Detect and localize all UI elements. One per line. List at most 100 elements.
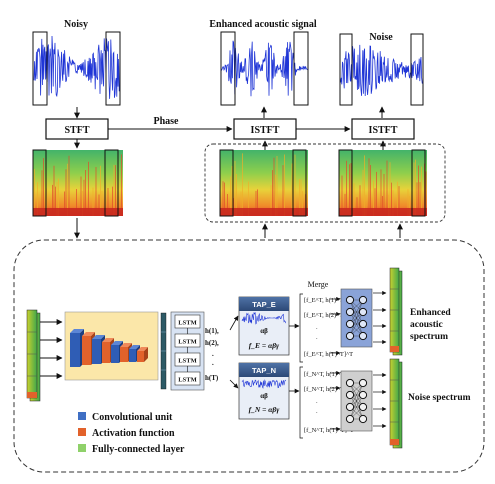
svg-text:.: . [212, 350, 214, 358]
fc-node [345, 414, 355, 424]
lstm-cell: LSTM [174, 371, 201, 386]
tap-n-title: TAP_N [252, 366, 276, 375]
svg-text:h(2),: h(2), [205, 339, 219, 347]
enhanced-spectrogram [219, 149, 308, 217]
fc-node [345, 319, 355, 329]
svg-text:LSTM: LSTM [178, 339, 196, 346]
stft-block: STFT [45, 118, 109, 140]
svg-text:LSTM: LSTM [178, 358, 196, 365]
noisy-spectrogram [32, 149, 123, 217]
fc-node [345, 378, 355, 388]
svg-text:[f_N^T, h(2)^T]^T: [f_N^T, h(2)^T]^T [304, 386, 353, 393]
cnn-panel [64, 311, 159, 381]
fc-node [345, 295, 355, 305]
conv-unit [92, 339, 101, 364]
tap-e-formula: f_E = αβγ [249, 341, 280, 350]
lstm-cell: LSTM [174, 352, 201, 367]
legend: Convolutional unit Activation function F… [78, 412, 185, 455]
svg-text:LSTM: LSTM [178, 320, 196, 327]
svg-text:acoustic: acoustic [410, 320, 443, 330]
svg-text:.: . [316, 398, 318, 405]
enhanced-signal-title: Enhanced acoustic signal [209, 19, 316, 30]
phase-connector: Phase [108, 116, 351, 132]
svg-text:Convolutional unit: Convolutional unit [92, 412, 173, 423]
merge-to-fc-arrows [330, 296, 341, 432]
noisy-waveform [32, 31, 121, 106]
fc-node [358, 331, 368, 341]
enhanced-spectrum-label: Enhanced acoustic spectrum [410, 308, 451, 342]
tap-e-block: TAP_E αβ f_E = αβγ [238, 296, 290, 356]
fc-node [358, 295, 368, 305]
fc-node [358, 402, 368, 412]
input-spectrum-strip [26, 309, 41, 402]
input-arrows [40, 319, 63, 379]
enhanced-output-strip [389, 267, 403, 356]
svg-text:[f_E^T, h(1)^T]^T: [f_E^T, h(1)^T]^T [304, 297, 352, 304]
fc-node [358, 390, 368, 400]
lstm-cell: LSTM [174, 333, 201, 348]
istft-enhanced-block: ISTFT [233, 118, 297, 140]
noise-title: Noise [369, 32, 393, 43]
svg-text:.: . [316, 324, 318, 331]
noise-output-strip [389, 358, 403, 449]
svg-text:.: . [316, 334, 318, 341]
svg-text:Enhanced: Enhanced [410, 308, 451, 318]
svg-text:.: . [212, 359, 214, 367]
lstm-stack: LSTM LSTM LSTM LSTM [170, 311, 205, 391]
istft-noise-block: ISTFT [351, 118, 415, 140]
fc-node [358, 414, 368, 424]
fc-node [345, 402, 355, 412]
svg-text:.: . [316, 408, 318, 415]
legend-item: Fully-connected layer [78, 444, 185, 455]
tap-e-param: αβ [260, 327, 268, 335]
fc-to-output-arrows [373, 290, 387, 429]
output-spectrogram-group [204, 143, 446, 223]
svg-text:Activation function: Activation function [92, 428, 175, 439]
fc-node [345, 307, 355, 317]
fc-network-enhanced [340, 288, 373, 348]
activation-unit [137, 351, 144, 362]
network-box [13, 239, 485, 473]
conv-unit [129, 349, 136, 362]
activation-unit [120, 347, 128, 362]
tap-n-formula: f_N = αβγ [249, 405, 281, 414]
conv-unit [70, 333, 80, 367]
svg-text:spectrum: spectrum [410, 332, 448, 342]
tap-n-param: αβ [260, 392, 268, 400]
merge-list-enhanced: [f_E^T, h(1)^T]^T [f_E^T, h(2)^T]^T . . … [299, 293, 353, 363]
fc-node [345, 390, 355, 400]
fc-network-noise [340, 370, 373, 432]
activation-unit [82, 336, 91, 365]
noise-waveform [339, 33, 424, 106]
hidden-state-labels: h(1), h(2), . . h(T) [205, 327, 219, 382]
phase-label: Phase [154, 116, 180, 127]
noise-spectrum-label: Noise spectrum [408, 393, 471, 403]
svg-text:Fully-connected layer: Fully-connected layer [92, 444, 185, 455]
merge-label: Merge [308, 280, 329, 289]
svg-text:h(1),: h(1), [205, 327, 219, 335]
lstm-cell: LSTM [174, 314, 201, 329]
svg-text:STFT: STFT [64, 125, 89, 136]
tap-e-title: TAP_E [252, 300, 276, 309]
noise-spectrogram [338, 149, 427, 217]
svg-text:ISTFT: ISTFT [251, 125, 280, 136]
svg-text:ISTFT: ISTFT [369, 125, 398, 136]
conv-unit [111, 345, 119, 363]
noisy-title: Noisy [64, 19, 88, 30]
svg-text:h(T): h(T) [205, 374, 219, 382]
svg-text:[f_E^T, h(T)^T]^T: [f_E^T, h(T)^T]^T [304, 351, 353, 358]
legend-item: Activation function [78, 428, 175, 439]
svg-text:[f_N^T, h(1)^T]^T: [f_N^T, h(1)^T]^T [304, 371, 353, 378]
merge-list-noise: [f_N^T, h(1)^T]^T [f_N^T, h(2)^T]^T . . … [299, 366, 354, 439]
svg-text:LSTM: LSTM [178, 377, 196, 384]
activation-unit [102, 342, 110, 363]
tap-n-block: TAP_N αβ f_N = αβγ [238, 362, 290, 420]
svg-text:[f_E^T, h(2)^T]^T: [f_E^T, h(2)^T]^T [304, 312, 352, 319]
legend-item: Convolutional unit [78, 412, 173, 423]
fc-node [358, 319, 368, 329]
fc-node [345, 331, 355, 341]
fc-strip-left [160, 312, 167, 390]
fc-node [358, 307, 368, 317]
enhanced-waveform [220, 31, 309, 106]
